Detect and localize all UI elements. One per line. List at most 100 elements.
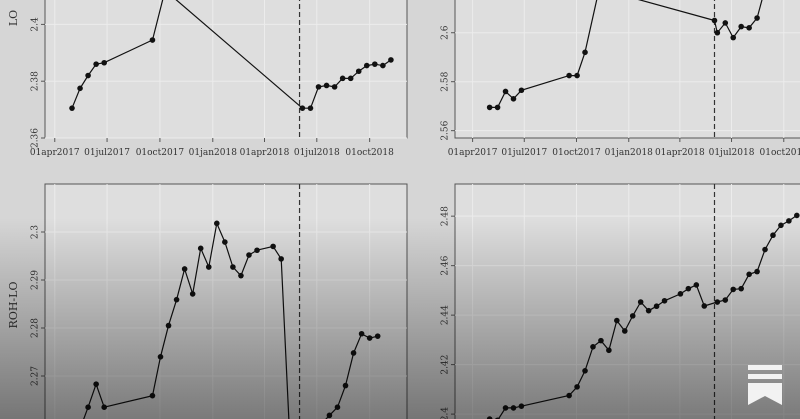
data-point	[754, 268, 760, 275]
plot-area	[44, 0, 408, 139]
chart-top-right: 2.56 2.58 2.6 01apr2017 01jul2017 01oct2017 01…	[441, 0, 800, 158]
data-point	[494, 104, 501, 111]
data-point	[299, 105, 306, 111]
data-point	[93, 61, 99, 67]
data-point	[165, 322, 172, 329]
data-point	[582, 49, 588, 56]
data-point	[358, 330, 365, 337]
data-point	[363, 62, 370, 69]
data-point	[701, 303, 708, 309]
data-point	[189, 291, 196, 297]
data-point	[486, 104, 493, 111]
data-point	[746, 271, 752, 278]
data-point	[722, 20, 729, 26]
data-point	[590, 344, 596, 350]
y-axis-title: ROH-LO	[7, 282, 20, 329]
data-point	[518, 87, 525, 94]
data-point	[181, 266, 188, 272]
data-point	[502, 405, 509, 411]
data-point	[315, 84, 322, 90]
data-point	[374, 333, 381, 339]
data-point	[653, 303, 660, 310]
data-point	[566, 72, 572, 79]
data-point	[606, 347, 612, 354]
data-point	[205, 264, 212, 270]
data-point	[101, 59, 107, 66]
data-point	[510, 405, 517, 411]
data-point	[566, 392, 572, 399]
data-point	[380, 62, 386, 69]
chart-bottom-left: 2.27 2.28 2.29 2.3 ROH-LO	[7, 183, 408, 419]
data-point	[754, 15, 760, 21]
data-point	[334, 404, 341, 411]
data-point	[770, 232, 776, 239]
y-tick-label: 2.48	[441, 206, 451, 226]
y-tick-label: 2.44	[441, 305, 451, 325]
data-point	[246, 252, 252, 258]
data-point	[598, 337, 604, 344]
data-point	[85, 72, 91, 79]
x-tick-label: 01oct2018	[345, 148, 394, 158]
data-point	[222, 239, 228, 245]
data-point	[101, 404, 107, 411]
data-point	[582, 368, 588, 374]
data-point	[762, 246, 768, 253]
data-point	[355, 68, 362, 75]
data-point	[270, 243, 276, 250]
data-point	[714, 299, 721, 305]
data-point	[738, 285, 744, 292]
data-point	[738, 23, 744, 30]
x-tick-label: 01oct2017	[552, 148, 601, 158]
data-point	[746, 25, 752, 31]
data-point	[157, 354, 164, 360]
data-point	[786, 218, 792, 224]
x-tick-label: 01apr2017	[30, 148, 80, 158]
data-point	[77, 85, 83, 92]
data-point	[307, 105, 314, 111]
x-tick-label: 01apr2017	[448, 148, 498, 158]
series-line-break	[637, 0, 715, 22]
data-point	[173, 296, 180, 303]
y-tick-label: 2.42	[441, 355, 451, 375]
data-point	[230, 264, 236, 270]
data-point	[197, 245, 204, 252]
data-point	[366, 335, 373, 341]
data-point	[629, 313, 636, 319]
chart-bottom-right: 2.4 2.42 2.44 2.46 2.48	[441, 183, 800, 419]
data-point	[574, 384, 580, 390]
y-tick-label: 2.4	[441, 407, 451, 419]
data-point	[502, 88, 509, 95]
data-point	[350, 350, 357, 356]
data-point	[339, 75, 346, 82]
y-tick-label: 2.58	[441, 71, 451, 91]
x-tick-label: 01jan2018	[189, 148, 238, 158]
data-point	[93, 381, 99, 387]
data-point	[711, 17, 718, 24]
x-tick-label: 01jul2018	[294, 148, 340, 158]
plot-area	[454, 0, 800, 139]
stacked-bars-logo-icon[interactable]	[748, 365, 782, 405]
data-point	[342, 382, 349, 389]
x-tick-label: 01oct2018	[760, 148, 800, 158]
x-tick-label: 01jul2017	[84, 148, 130, 158]
data-point	[714, 29, 721, 36]
data-point	[278, 256, 284, 262]
x-tick-label: 01jul2018	[709, 148, 755, 158]
data-point	[323, 82, 330, 89]
data-point	[388, 57, 394, 63]
data-point	[214, 220, 220, 227]
plot-area	[44, 183, 408, 419]
data-point	[326, 412, 333, 419]
data-point	[722, 297, 729, 303]
y-tick-label: 2.46	[441, 255, 451, 275]
data-point	[574, 72, 580, 79]
data-point	[614, 317, 620, 324]
data-point	[730, 34, 737, 41]
data-point	[331, 84, 338, 90]
data-point	[254, 247, 260, 254]
data-point	[149, 392, 156, 399]
data-point	[69, 105, 75, 111]
data-point	[149, 37, 156, 43]
y-tick-label: 2.27	[31, 366, 41, 386]
